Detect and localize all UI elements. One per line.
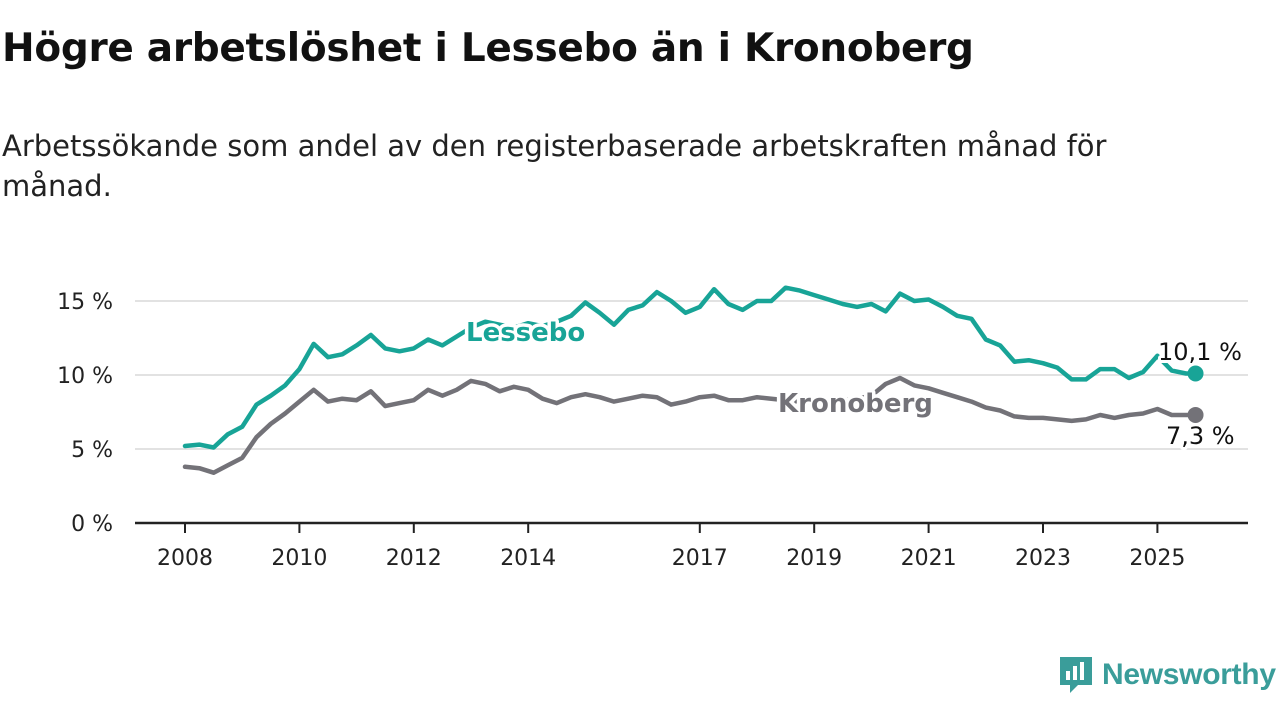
x-axis: 2008 2010 2012 2014 2017 2019 2021 2023 2025 xyxy=(135,521,1248,571)
x-tick-label: 2023 xyxy=(1015,546,1071,571)
x-tick-label: 2019 xyxy=(786,546,842,571)
x-tick-label: 2012 xyxy=(386,546,442,571)
series-lines xyxy=(182,285,1204,475)
x-tick-label: 2010 xyxy=(271,546,327,571)
series-label: Lessebo xyxy=(466,318,585,348)
series-line-lessebo xyxy=(182,285,1198,450)
page-subtitle: Arbetssökande som andel av den registerb… xyxy=(2,129,1107,203)
y-tick-label: 15 % xyxy=(57,290,113,315)
page-title: Högre arbetslöshet i Lessebo än i Kronob… xyxy=(2,26,974,71)
series-line-kronoberg xyxy=(182,375,1198,475)
x-tick-label: 2021 xyxy=(901,546,957,571)
series-label: Kronoberg xyxy=(778,389,933,419)
y-axis-tick-labels: 0 % 5 % 10 % 15 % xyxy=(57,290,113,537)
y-tick-label: 5 % xyxy=(71,438,113,463)
x-tick-label: 2025 xyxy=(1129,546,1185,571)
series-end-point xyxy=(1187,406,1204,423)
y-tick-label: 0 % xyxy=(71,512,113,537)
x-tick-label: 2014 xyxy=(500,546,556,571)
newsworthy-brand: Newsworthy xyxy=(1058,654,1276,696)
x-tick-label: 2017 xyxy=(672,546,728,571)
newsworthy-logo-icon xyxy=(1060,657,1092,693)
series-end-value-label: 10,1 % xyxy=(1158,338,1242,366)
series-end-value-label: 7,3 % xyxy=(1166,422,1235,450)
series-end-point xyxy=(1187,365,1204,382)
series-labels: Lessebo 10,1 % Kronoberg 7,3 % xyxy=(463,315,1245,454)
grid-lines xyxy=(135,300,1248,450)
x-tick-label: 2008 xyxy=(157,546,213,571)
y-tick-label: 10 % xyxy=(57,364,113,389)
brand-name: Newsworthy xyxy=(1102,658,1276,691)
